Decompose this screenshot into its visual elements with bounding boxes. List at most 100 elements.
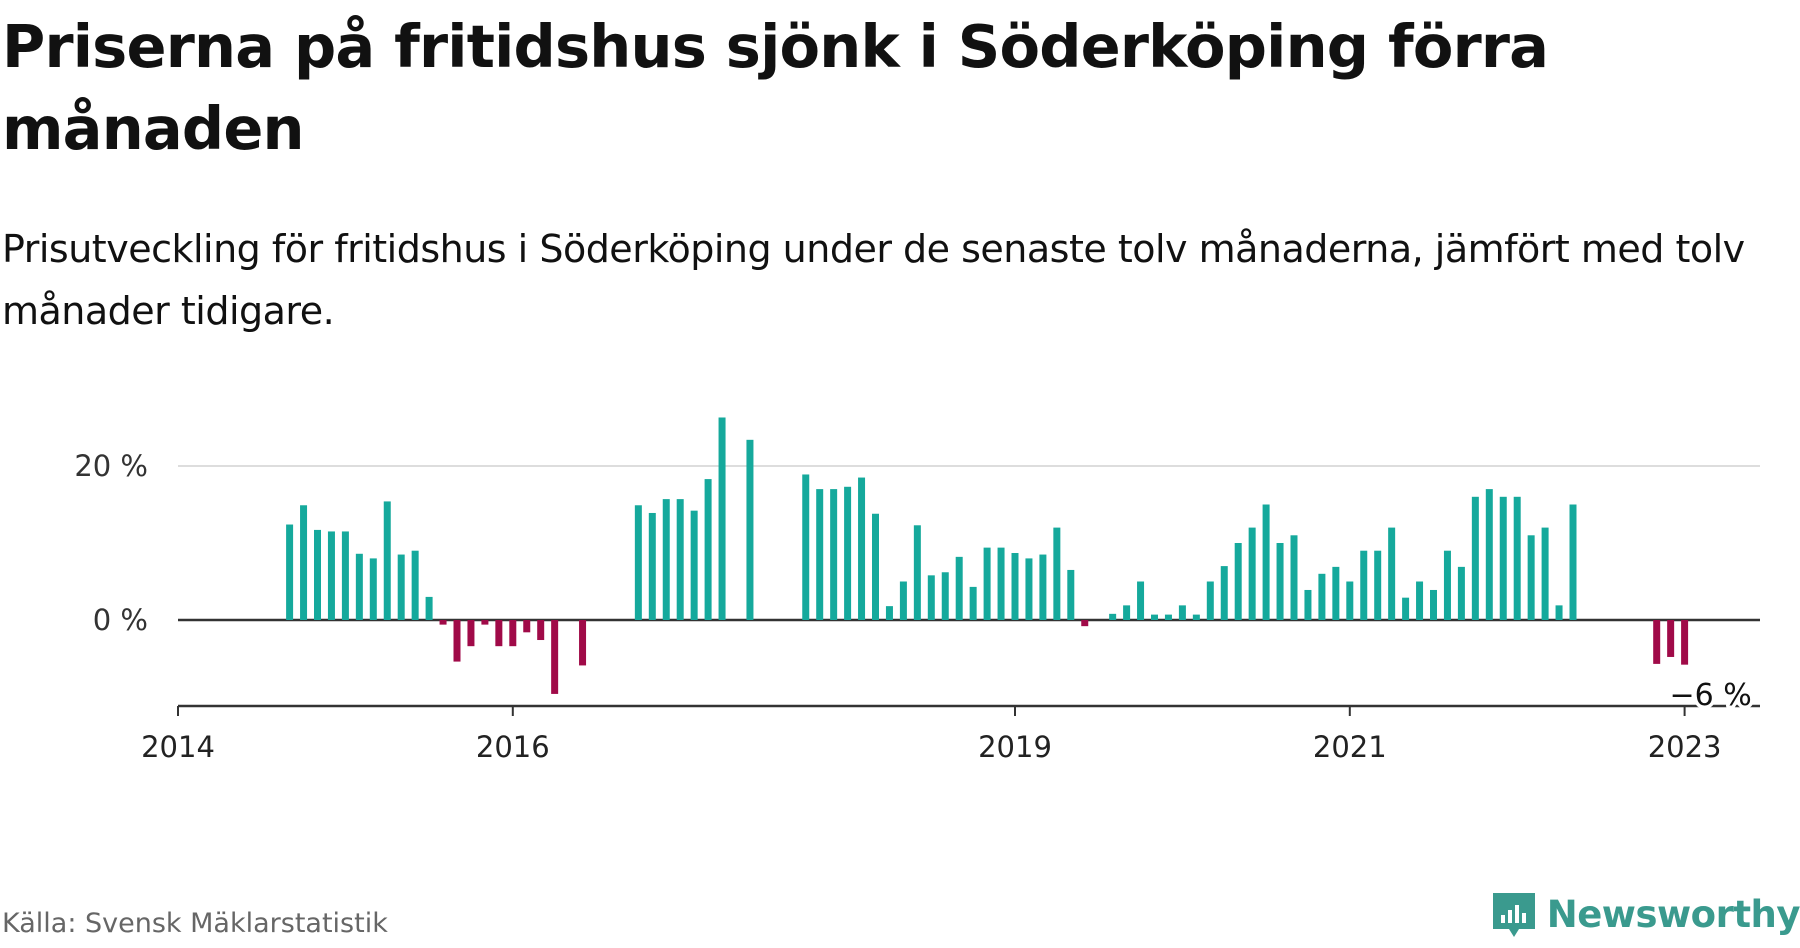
y-tick-label: 0 % xyxy=(93,603,148,637)
bar xyxy=(1304,589,1312,620)
bar xyxy=(1290,535,1298,620)
bar xyxy=(676,499,684,620)
bar xyxy=(1416,581,1424,620)
bar xyxy=(1346,581,1354,620)
bar xyxy=(579,620,587,666)
bar xyxy=(425,596,433,620)
x-tick-label: 2014 xyxy=(141,730,215,764)
bar xyxy=(1443,550,1451,620)
bar xyxy=(1011,553,1019,620)
chart-subtitle: Prisutveckling för fritidshus i Söderköp… xyxy=(2,227,1745,333)
newsworthy-logo-icon xyxy=(1492,893,1535,937)
bar xyxy=(1332,566,1340,620)
y-tick-label: 20 % xyxy=(74,449,148,483)
bar xyxy=(523,620,531,633)
bars-layer xyxy=(286,417,1689,694)
bar xyxy=(1220,566,1228,620)
bar xyxy=(913,525,921,620)
axis-layer: 0 % 20 % 2014 2016 2019 2021 2023 −6 % xyxy=(74,449,1760,764)
bar xyxy=(1178,605,1186,620)
bar xyxy=(1681,620,1689,665)
bar xyxy=(1527,535,1535,620)
bar xyxy=(1234,543,1242,620)
bar-chart: 0 % 20 % 2014 2016 2019 2021 2023 −6 % xyxy=(74,417,1760,764)
bar xyxy=(383,501,391,620)
bar xyxy=(397,554,405,620)
bar xyxy=(1360,550,1368,620)
bar xyxy=(816,489,824,620)
bar xyxy=(1248,527,1256,620)
bar xyxy=(551,620,559,694)
bar xyxy=(327,531,335,620)
bar xyxy=(983,547,991,620)
bar xyxy=(369,558,377,620)
bar xyxy=(941,572,949,620)
bar xyxy=(1206,581,1214,620)
last-value-label: −6 % xyxy=(1669,678,1751,713)
bar xyxy=(1471,496,1479,620)
x-tick-label: 2016 xyxy=(476,730,550,764)
bar xyxy=(1137,581,1145,620)
bar xyxy=(830,489,838,620)
bar xyxy=(802,474,810,620)
bar xyxy=(286,524,294,620)
bar xyxy=(1541,527,1549,620)
bar xyxy=(1513,496,1521,620)
bar xyxy=(1192,614,1200,620)
bar xyxy=(718,417,726,620)
bar xyxy=(997,547,1005,620)
bar xyxy=(481,620,489,625)
bar xyxy=(1388,527,1396,620)
bar xyxy=(411,550,419,620)
chart-title: Priserna på fritidshus sjönk i Söderköpi… xyxy=(2,12,1549,163)
bar xyxy=(341,531,349,620)
bar xyxy=(509,620,517,647)
bar xyxy=(1109,613,1117,620)
bar xyxy=(1123,605,1131,620)
bar xyxy=(885,606,893,620)
bar xyxy=(1164,614,1172,620)
bar xyxy=(1653,620,1661,664)
brand-name: Newsworthy xyxy=(1546,892,1800,936)
x-tick-label: 2019 xyxy=(978,730,1052,764)
bar xyxy=(1569,504,1577,620)
bar xyxy=(969,586,977,620)
bar xyxy=(844,486,852,620)
bar xyxy=(453,620,461,662)
bar xyxy=(1499,496,1507,620)
bar xyxy=(858,477,866,620)
bar xyxy=(495,620,503,647)
bar xyxy=(927,575,935,620)
bar xyxy=(1430,589,1437,620)
bar xyxy=(648,512,656,620)
bar xyxy=(355,553,363,620)
bar xyxy=(1555,605,1563,620)
bar xyxy=(467,620,475,647)
bar xyxy=(1485,489,1493,620)
bar xyxy=(899,581,907,620)
x-tick-label: 2021 xyxy=(1313,730,1387,764)
bar xyxy=(1374,550,1382,620)
bar xyxy=(1081,620,1089,627)
bar xyxy=(872,513,879,620)
bar xyxy=(955,556,963,620)
bar xyxy=(1318,573,1326,620)
bar xyxy=(1457,566,1465,620)
bar xyxy=(1667,620,1675,657)
bar xyxy=(1402,597,1410,620)
source-note: Källa: Svensk Mäklarstatistik xyxy=(2,908,388,939)
bar xyxy=(300,505,308,620)
bar xyxy=(439,620,447,625)
bar xyxy=(662,499,670,620)
bar xyxy=(537,620,545,641)
bar xyxy=(1276,543,1284,620)
bar xyxy=(1067,569,1075,620)
bar xyxy=(746,439,754,620)
bar xyxy=(314,529,321,620)
bar xyxy=(1025,558,1033,620)
brand-logo: Newsworthy xyxy=(1489,888,1800,940)
bar xyxy=(634,505,642,620)
x-tick-label: 2023 xyxy=(1648,730,1722,764)
bar xyxy=(704,479,712,620)
bar xyxy=(1039,554,1047,620)
